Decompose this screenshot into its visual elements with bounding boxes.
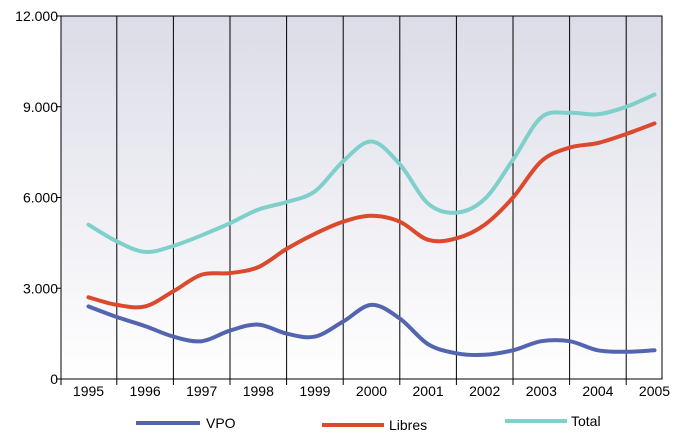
grid-lines	[116, 16, 627, 379]
y-tick-label: 12.000	[15, 8, 58, 24]
y-tick-label: 9.000	[23, 99, 58, 115]
legend-label-libres: Libres	[389, 417, 427, 433]
x-tick-label: 1995	[73, 383, 104, 399]
y-axis-ticks: 0 3.000 6.000 9.000 12.000	[15, 8, 61, 387]
legend-label-total: Total	[571, 413, 601, 429]
series-line-vpo	[86, 302, 657, 358]
x-tick-label: 2004	[582, 383, 613, 399]
y-tick-label: 0	[50, 371, 58, 387]
x-tick-label: 1999	[299, 383, 330, 399]
x-tick-label: 2001	[413, 383, 444, 399]
x-axis-ticks: 1995 1996 1997 1998 1999 2000 2001 2002 2003 2004…	[60, 379, 670, 399]
x-tick-label: 2000	[356, 383, 387, 399]
series-lines	[86, 92, 657, 358]
legend: VPO Libres Total	[136, 413, 601, 433]
x-tick-label: 2005	[639, 383, 670, 399]
series-line-libres	[86, 121, 657, 310]
series-line-total	[86, 92, 657, 254]
legend-label-vpo: VPO	[206, 415, 236, 431]
y-tick-label: 3.000	[23, 280, 58, 296]
plot-area	[60, 15, 663, 380]
x-tick-label: 2002	[469, 383, 500, 399]
x-tick-label: 2003	[526, 383, 557, 399]
x-tick-label: 1998	[243, 383, 274, 399]
x-tick-label: 1996	[130, 383, 161, 399]
y-tick-label: 6.000	[23, 190, 58, 206]
x-tick-label: 1997	[186, 383, 217, 399]
